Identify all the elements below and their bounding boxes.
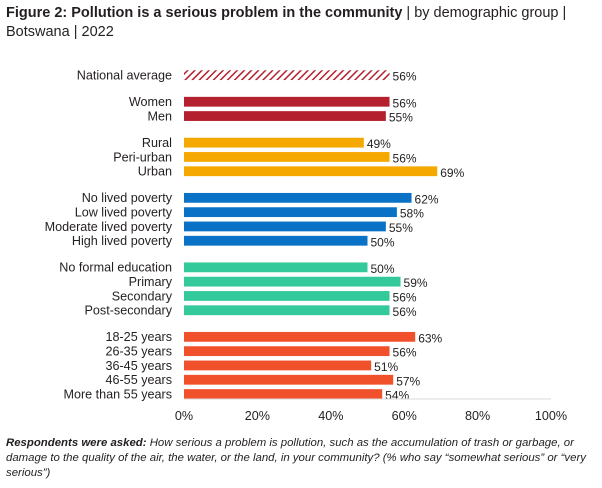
bar-education [184, 262, 368, 273]
category-label: Peri-urban [113, 150, 172, 164]
bar-poverty [184, 207, 397, 218]
bar-age [184, 360, 372, 371]
x-tick-label: 0% [175, 409, 193, 423]
chart-title-main: Figure 2: Pollution is a serious problem… [6, 5, 403, 21]
category-label: National average [77, 68, 172, 82]
value-label: 56% [393, 290, 417, 304]
bar-poverty [184, 192, 412, 203]
category-label: Low lived poverty [75, 205, 173, 219]
category-label: Urban [138, 165, 172, 179]
x-axis: 0% 20% 40% 60% 80% 100% [175, 398, 567, 423]
bar-national [184, 70, 390, 81]
value-label: 56% [393, 151, 417, 165]
x-tick-label: 100% [535, 409, 567, 423]
value-label: 50% [371, 235, 395, 249]
category-label: 18-25 years [105, 330, 172, 344]
bar-age [184, 389, 383, 399]
value-label: 56% [393, 70, 417, 84]
bar-education [184, 305, 390, 316]
category-label: 26-35 years [105, 344, 172, 358]
bar-education [184, 291, 390, 301]
category-label: No formal education [59, 261, 172, 275]
value-label: 55% [389, 111, 413, 125]
value-label: 51% [374, 360, 398, 374]
x-tick-label: 20% [245, 409, 270, 423]
value-label: 54% [385, 389, 409, 403]
value-label: 62% [415, 192, 439, 206]
value-label: 59% [404, 276, 428, 290]
value-label: 58% [400, 207, 424, 221]
category-label: High lived poverty [72, 234, 173, 248]
value-label: 50% [371, 262, 395, 276]
chart-title: Figure 2: Pollution is a serious problem… [6, 4, 596, 42]
category-label: Women [129, 95, 172, 109]
chart-area: National average 56% Women 56% Men 55% Rural 49… [0, 52, 602, 432]
bar-gender [184, 96, 390, 107]
value-label: 55% [389, 221, 413, 235]
category-label: Primary [129, 275, 173, 289]
category-label: Men [148, 109, 173, 123]
chart-title-subtitle: | by demographic group | Botswana | 2022 [6, 5, 567, 40]
value-label: 63% [418, 331, 442, 345]
category-label: No lived poverty [82, 191, 173, 205]
x-tick-label: 60% [392, 409, 417, 423]
note-text: How serious a problem is pollution, such… [6, 437, 586, 479]
category-label: 46-55 years [105, 373, 172, 387]
value-label: 57% [396, 374, 420, 388]
value-label: 56% [393, 346, 417, 360]
category-label: Moderate lived poverty [45, 220, 173, 234]
note-lead: Respondents were asked: [6, 437, 147, 449]
bar-age [184, 331, 416, 342]
bar-gender [184, 111, 386, 121]
x-tick-label: 40% [318, 409, 343, 423]
value-label: 56% [393, 96, 417, 110]
bar-location [184, 137, 364, 148]
category-label: 36-45 years [105, 359, 172, 373]
bar-location [184, 166, 438, 177]
value-label: 56% [393, 305, 417, 319]
value-label: 69% [440, 166, 464, 180]
value-label: 49% [367, 137, 391, 151]
bars-layer: National average 56% Women 56% Men 55% Rural 49… [45, 68, 465, 402]
bar-poverty [184, 235, 368, 246]
x-tick-label: 80% [465, 409, 490, 423]
category-label: Secondary [112, 289, 173, 303]
bar-education [184, 276, 401, 287]
survey-question-note: Respondents were asked: How serious a pr… [6, 436, 598, 481]
category-label: Post-secondary [85, 304, 173, 318]
bar-location [184, 152, 390, 162]
category-label: Rural [142, 136, 172, 150]
bar-age [184, 346, 390, 357]
bar-chart: National average 56% Women 56% Men 55% Rural 49… [45, 68, 568, 423]
bar-poverty [184, 221, 386, 232]
category-label: More than 55 years [63, 387, 172, 401]
bar-age [184, 374, 394, 385]
